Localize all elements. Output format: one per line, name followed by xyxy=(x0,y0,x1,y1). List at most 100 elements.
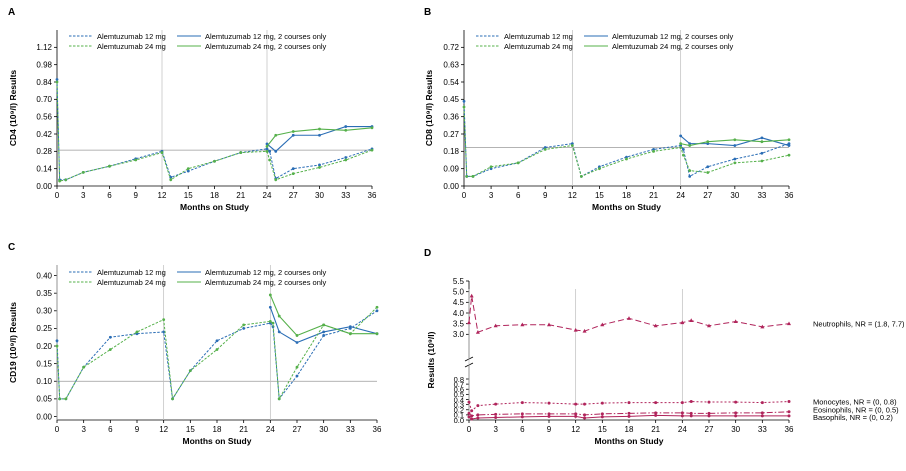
data-point xyxy=(627,316,631,320)
data-point xyxy=(318,166,321,169)
y-tick-label: 0.10 xyxy=(36,377,52,386)
data-point xyxy=(274,149,278,153)
legend-label: Alemtuzumab 12 mg, 2 courses only xyxy=(205,32,327,41)
data-point xyxy=(375,332,379,336)
data-point xyxy=(277,397,281,401)
data-point xyxy=(291,167,295,171)
y-axis-label: Results (10⁹/l) xyxy=(426,331,436,388)
legend-entry: Alemtuzumab 12 mg xyxy=(476,32,573,41)
x-tick-label: 30 xyxy=(315,191,324,200)
series-3 xyxy=(265,126,374,148)
data-point xyxy=(600,322,605,327)
y-tick-label: 0.54 xyxy=(443,78,459,87)
data-point xyxy=(654,413,658,417)
data-point xyxy=(733,319,738,324)
series-line xyxy=(56,306,378,401)
legend-label: Alemtuzumab 24 mg, 2 courses only xyxy=(205,42,327,51)
series-2: Eosinophils, NR = (0, 0.5) xyxy=(467,405,899,418)
data-point xyxy=(489,167,493,171)
data-point xyxy=(760,401,764,405)
series-line xyxy=(269,294,377,337)
y-tick-label: 0.5 xyxy=(454,390,464,399)
data-point xyxy=(688,144,692,147)
y-tick-label: 0.14 xyxy=(36,164,52,173)
data-point xyxy=(583,416,587,420)
data-point xyxy=(58,179,62,183)
data-point xyxy=(547,414,551,418)
data-point xyxy=(654,411,658,415)
data-point xyxy=(582,328,587,333)
data-point xyxy=(494,402,498,406)
y-tick-label: 0.84 xyxy=(36,78,52,87)
panel-b: B0.000.090.180.270.360.450.540.630.720 3 6… xyxy=(424,7,794,212)
data-point xyxy=(55,78,59,81)
x-tick-label: 24 xyxy=(676,191,685,200)
x-axis-label: Months on Study xyxy=(595,436,664,446)
data-point xyxy=(547,322,551,327)
y-tick-label: 0.00 xyxy=(443,182,459,191)
series-0 xyxy=(462,99,791,178)
data-point xyxy=(600,401,604,405)
panel-label: A xyxy=(8,7,15,18)
data-point xyxy=(370,126,374,130)
data-point xyxy=(689,318,694,322)
data-point xyxy=(706,165,710,169)
series-line xyxy=(266,126,372,153)
y-tick-label: 0.40 xyxy=(36,271,52,280)
x-tick-label: 33 xyxy=(346,425,355,434)
x-tick-label: 0 xyxy=(467,425,472,434)
data-point xyxy=(215,339,219,343)
data-point xyxy=(574,412,578,416)
x-tick-label: 27 xyxy=(289,191,298,200)
data-point xyxy=(471,174,475,178)
data-point xyxy=(679,144,683,147)
data-point xyxy=(348,325,352,329)
x-tick-label: 21 xyxy=(651,425,660,434)
data-point xyxy=(627,411,631,415)
x-tick-label: 9 xyxy=(547,425,552,434)
series-3 xyxy=(679,138,791,147)
x-tick-label: 18 xyxy=(622,191,631,200)
data-point xyxy=(271,321,275,325)
series-line xyxy=(56,310,378,401)
y-tick-label: 5.0 xyxy=(453,287,465,296)
x-tick-label: 18 xyxy=(210,191,219,200)
data-point xyxy=(707,400,711,404)
data-point xyxy=(652,149,655,153)
data-point xyxy=(344,156,348,159)
x-tick-label: 33 xyxy=(758,425,767,434)
x-tick-label: 24 xyxy=(263,191,272,200)
series-label: Basophils, NR = (0, 0.2) xyxy=(813,413,893,422)
data-point xyxy=(64,397,68,401)
data-point xyxy=(475,330,480,334)
data-point xyxy=(734,400,738,404)
x-tick-label: 36 xyxy=(368,191,377,200)
series-2 xyxy=(55,80,374,183)
legend-entry: Alemtuzumab 12 mg xyxy=(69,268,166,277)
data-point xyxy=(375,309,379,313)
x-tick-label: 12 xyxy=(571,425,580,434)
series-1 xyxy=(679,134,791,147)
data-point xyxy=(706,171,710,174)
data-point xyxy=(462,105,466,109)
legend-entry: Alemtuzumab 12 mg, 2 courses only xyxy=(584,32,734,41)
y-tick-label: 3.5 xyxy=(453,319,465,328)
x-tick-label: 33 xyxy=(341,191,350,200)
data-point xyxy=(579,174,583,178)
data-point xyxy=(494,415,498,419)
data-point xyxy=(679,134,683,138)
data-point xyxy=(547,401,551,405)
x-tick-label: 3 xyxy=(81,425,86,434)
x-tick-label: 24 xyxy=(678,425,687,434)
data-point xyxy=(574,402,578,406)
x-tick-label: 27 xyxy=(293,425,302,434)
data-point xyxy=(348,332,352,336)
data-point xyxy=(274,178,278,182)
data-point xyxy=(58,397,62,401)
data-point xyxy=(344,125,348,128)
y-tick-label: 3.0 xyxy=(453,330,465,339)
data-point xyxy=(242,323,246,327)
data-point xyxy=(344,158,348,162)
data-point xyxy=(787,153,791,157)
